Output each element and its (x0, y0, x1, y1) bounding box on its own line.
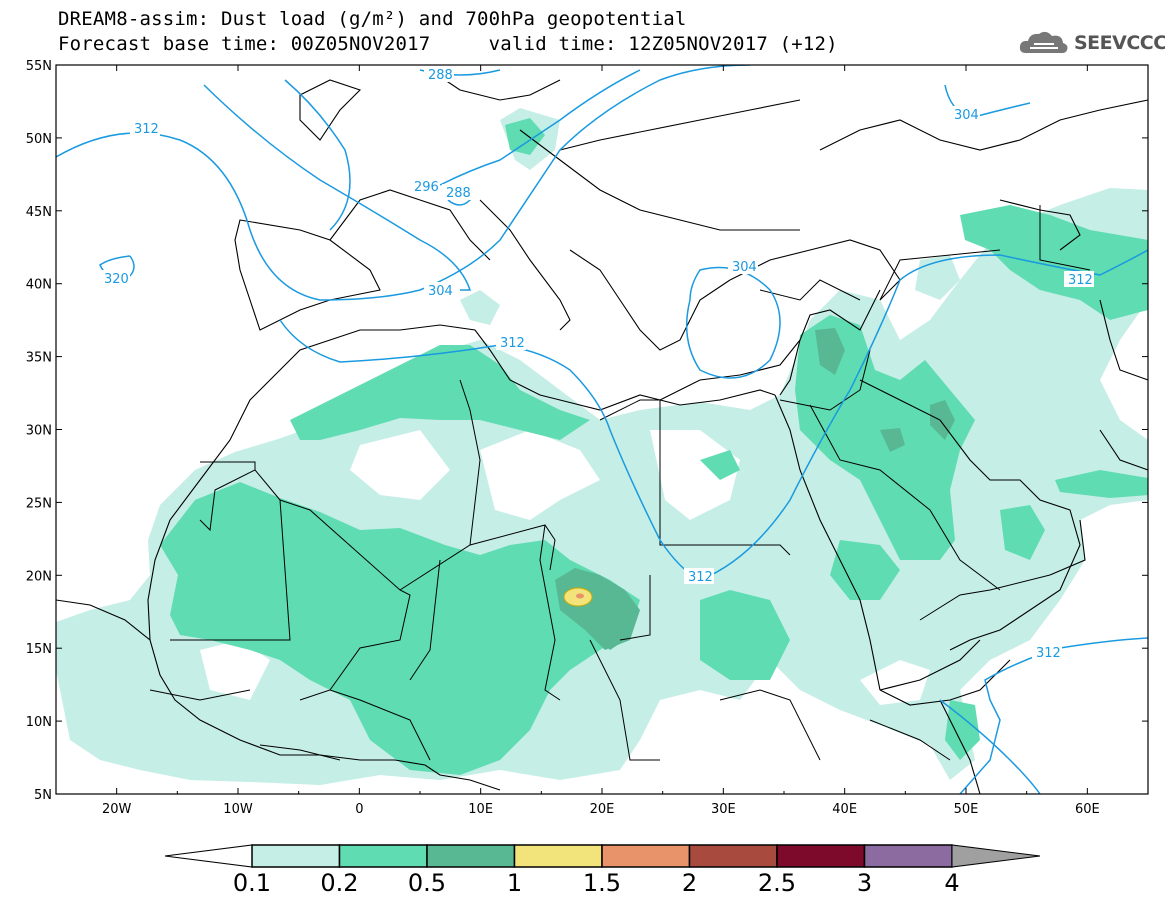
colorbar-label: 2 (682, 869, 697, 897)
lat-tick-label: 50N (26, 132, 52, 147)
lat-tick-label: 10N (26, 715, 52, 730)
contour-label: 312 (500, 336, 525, 351)
axis-ticks (55, 64, 1149, 795)
lat-tick-label: 5N (34, 788, 52, 803)
map-title: DREAM8-assim: Dust load (g/m²) and 700hP… (58, 8, 687, 30)
lat-tick-label: 45N (26, 205, 52, 220)
lat-tick-label: 55N (26, 59, 52, 74)
colorbar-swatch (426, 844, 516, 868)
colorbar-swatch (513, 844, 603, 868)
lat-tick-label: 40N (26, 278, 52, 293)
map-area: 288 312 296 288 304 304 312 304 312 320 … (56, 65, 1148, 794)
colorbar-swatch (601, 844, 691, 868)
dust-layer-0-2 (160, 118, 1148, 775)
contour-label: 312 (134, 122, 159, 137)
contour-label: 320 (104, 272, 129, 287)
lon-tick-label: 20E (590, 802, 615, 817)
lon-tick-label: 10W (223, 802, 253, 817)
lon-tick-label: 0 (355, 802, 363, 817)
dust-gaps (200, 430, 930, 705)
colorbar-label: 3 (857, 869, 872, 897)
lon-tick-label: 40E (832, 802, 857, 817)
contour-label: 288 (446, 186, 471, 201)
colorbar-label: 2.5 (758, 869, 796, 897)
colorbar-label: 1.5 (583, 869, 621, 897)
colorbar-label: 0.2 (320, 869, 358, 897)
contour-label: 312 (1068, 273, 1093, 288)
contour-label: 288 (428, 68, 453, 83)
lat-tick-label: 30N (26, 424, 52, 439)
forecast-time-subtitle: Forecast base time: 00Z05NOV2017 valid t… (58, 33, 838, 55)
colorbar-swatch (688, 844, 778, 868)
lat-tick-label: 25N (26, 496, 52, 511)
colorbar-under-arrow (164, 844, 253, 868)
contour-label: 304 (428, 284, 453, 299)
coastlines (56, 69, 1148, 794)
logo-text: SEEVCCC (1074, 32, 1165, 54)
longitude-labels: 20W 10W 0 10E 20E 30E 40E 50E 60E (102, 802, 1100, 817)
cloud-logo-icon (1019, 31, 1068, 53)
geopotential-contours (56, 65, 1148, 794)
colorbar-swatch (338, 844, 428, 868)
lon-tick-label: 60E (1075, 802, 1100, 817)
contour-labels: 288 312 296 288 304 304 312 304 312 320 … (100, 66, 1094, 661)
colorbar-label: 4 (944, 869, 959, 897)
colorbar-label: 0.5 (408, 869, 446, 897)
country-borders (149, 205, 1091, 761)
contour-label: 296 (414, 180, 439, 195)
lon-tick-label: 50E (954, 802, 979, 817)
lon-tick-label: 30E (711, 802, 736, 817)
lat-tick-label: 15N (26, 642, 52, 657)
contour-label: 312 (688, 570, 713, 585)
colorbar-label: 0.1 (233, 869, 271, 897)
colorbar-swatch (863, 844, 953, 868)
lon-tick-label: 10E (468, 802, 493, 817)
colorbar-swatch (776, 844, 866, 868)
contour-label: 312 (1036, 646, 1061, 661)
latitude-labels: 55N 50N 45N 40N 35N 30N 25N 20N 15N 10N 5N (26, 59, 52, 803)
colorbar: 0.1 0.2 0.5 1 1.5 2 2.5 3 4 (164, 844, 1041, 897)
seevccc-logo: SEEVCCC (1018, 26, 1165, 60)
colorbar-swatch (251, 844, 341, 868)
lon-tick-label: 20W (102, 802, 132, 817)
dust-layer-1 (563, 587, 593, 607)
colorbar-over-arrow (951, 844, 1041, 868)
contour-label: 304 (954, 108, 979, 123)
lat-tick-label: 20N (26, 569, 52, 584)
colorbar-label: 1 (507, 869, 522, 897)
lat-tick-label: 35N (26, 351, 52, 366)
contour-label: 304 (732, 260, 757, 275)
